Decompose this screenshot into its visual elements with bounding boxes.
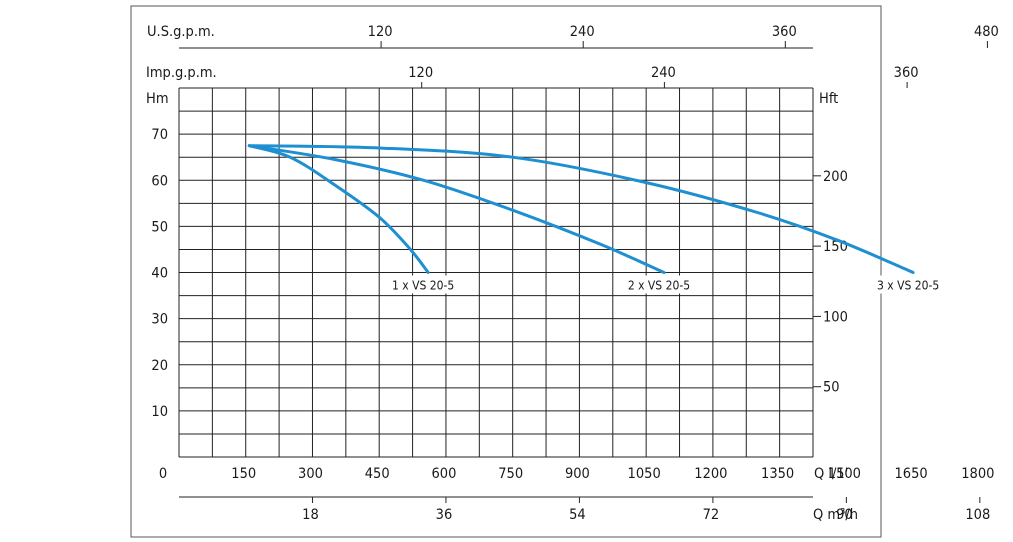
m3h-tick-label: 54 xyxy=(569,507,586,523)
x-tick-label: 1800 xyxy=(961,466,994,482)
x-tick-label: 1200 xyxy=(694,466,727,482)
y-tick-label: 10 xyxy=(151,404,168,420)
x-tick-label: 300 xyxy=(298,466,323,482)
x-tick-label: 900 xyxy=(565,466,590,482)
y-tick-label: 30 xyxy=(151,312,168,328)
usgpm-tick-label: 240 xyxy=(570,24,595,40)
secondary-y-axis-label: Hft xyxy=(819,91,838,107)
m3h-axis-label: Q m³/h xyxy=(813,507,858,523)
impgpm-axis-label: Imp.g.p.m. xyxy=(146,65,217,81)
series-curve xyxy=(247,144,430,274)
m3h-tick-label: 90 xyxy=(836,507,853,523)
x-tick-label: 1050 xyxy=(628,466,661,482)
impgpm-tick-label: 240 xyxy=(651,65,676,81)
x-tick-label: 450 xyxy=(365,466,390,482)
x-tick-label: 1500 xyxy=(828,466,861,482)
series-label: 2 x VS 20-5 xyxy=(628,279,690,293)
y-tick-label: 60 xyxy=(151,173,168,189)
y-tick-label: 40 xyxy=(151,266,168,282)
series-label-background xyxy=(616,275,701,294)
m3h-tick-label: 36 xyxy=(436,507,453,523)
usgpm-tick-label: 480 xyxy=(974,24,999,40)
x-tick-label: 750 xyxy=(498,466,523,482)
y-tick-label: 20 xyxy=(151,358,168,374)
series-label-background xyxy=(381,275,466,294)
y-tick-label: 50 xyxy=(151,219,168,235)
y-axis-label: Hm xyxy=(146,91,169,107)
curves: 1 x VS 20-5 2 x VS 20-5 3 x VS 20-5 xyxy=(247,144,951,294)
secondary-y-tick-label: 200 xyxy=(823,169,848,185)
x-axis-label: Q l/1' xyxy=(814,466,848,482)
plot-grid xyxy=(178,87,814,458)
x-tick-label: 1350 xyxy=(761,466,794,482)
x-tick-label: 600 xyxy=(431,466,456,482)
impgpm-tick-label: 120 xyxy=(408,65,433,81)
series-label-background xyxy=(866,275,951,294)
usgpm-tick-label: 360 xyxy=(772,24,797,40)
x-tick-label: 1650 xyxy=(895,466,928,482)
secondary-y-tick-label: 100 xyxy=(823,309,848,325)
series-curve xyxy=(247,144,915,274)
secondary-y-tick-label: 50 xyxy=(823,380,840,396)
usgpm-axis-label: U.S.g.p.m. xyxy=(147,24,215,40)
m3h-tick-label: 108 xyxy=(965,507,990,523)
usgpm-tick-label: 120 xyxy=(368,24,393,40)
chart-frame xyxy=(130,5,882,538)
series-label: 1 x VS 20-5 xyxy=(392,279,454,293)
impgpm-tick-label: 360 xyxy=(894,65,919,81)
series-curve xyxy=(247,144,666,274)
series-label: 3 x VS 20-5 xyxy=(877,279,939,293)
m3h-tick-label: 72 xyxy=(703,507,720,523)
x-tick-label: 150 xyxy=(231,466,256,482)
y-tick-label: 70 xyxy=(151,127,168,143)
m3h-tick-label: 18 xyxy=(302,507,319,523)
x-tick-label: 0 xyxy=(159,466,167,482)
